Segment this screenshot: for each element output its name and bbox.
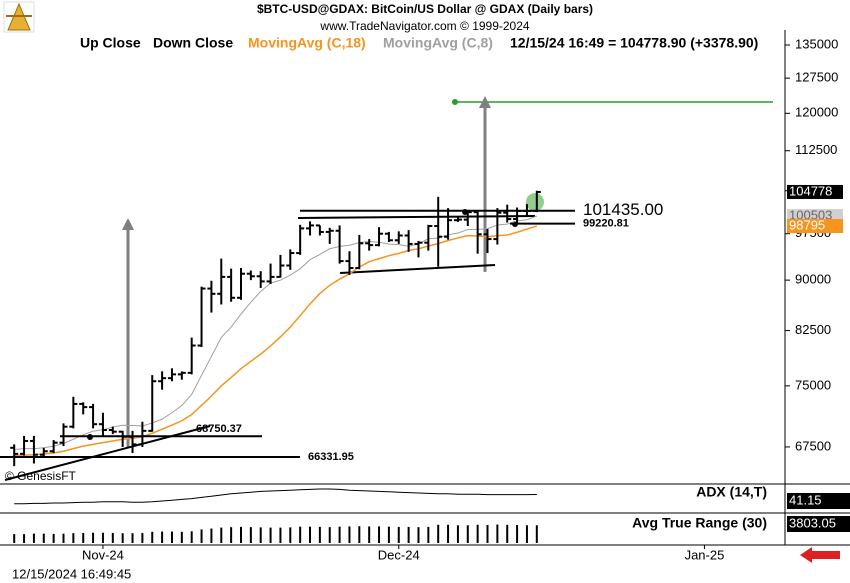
logo xyxy=(3,1,35,33)
level-label: 68750.37 xyxy=(196,423,242,435)
x-tick-label: Nov-24 xyxy=(82,547,124,562)
chart-subtitle: www.TradeNavigator.com © 1999-2024 xyxy=(319,19,529,33)
chart-title: $BTC-USD@GDAX: BitCoin/US Dollar @ GDAX … xyxy=(257,2,593,16)
value-marker-label: 98795 xyxy=(789,217,825,232)
status: 12/15/24 16:49 = 104778.90 (+3378.90) xyxy=(510,35,758,51)
level-label: 101435.00 xyxy=(583,200,663,219)
y-tick-label: 120000 xyxy=(795,105,838,120)
panel-value-bg xyxy=(787,493,850,509)
y-tick-label: 82500 xyxy=(795,322,831,337)
panel-value-bg xyxy=(787,516,850,532)
y-tick-label: 75000 xyxy=(795,377,831,392)
x-tick-label: Jan-25 xyxy=(685,547,725,562)
legend-down: Down Close xyxy=(153,35,233,51)
moving-average xyxy=(14,225,538,457)
y-tick-label: 135000 xyxy=(795,36,838,51)
level-label: 99220.81 xyxy=(583,217,629,229)
value-marker xyxy=(787,219,843,234)
panel-label: ADX (14,T) xyxy=(696,484,767,500)
legend-label: MovingAvg (C,8) xyxy=(383,35,493,51)
level-label: 66331.95 xyxy=(308,451,354,463)
moving-average xyxy=(14,215,537,451)
panel-value: 3803.05 xyxy=(789,515,836,530)
timestamp: 12/15/2024 16:49:45 xyxy=(12,566,131,581)
x-tick-label: Dec-24 xyxy=(378,547,420,562)
watermark: © GenesisFT xyxy=(5,469,77,483)
indicator-line xyxy=(14,488,537,505)
y-tick-label: 67500 xyxy=(795,438,831,453)
value-marker-label: 100503 xyxy=(789,208,832,223)
panel-value: 41.15 xyxy=(789,492,822,507)
value-marker-label: 104778 xyxy=(789,183,832,198)
legend-up: Up Close xyxy=(80,35,141,51)
legend-label: MovingAvg (C,18) xyxy=(248,35,366,51)
panel-label: Avg True Range (30) xyxy=(632,515,767,531)
value-marker xyxy=(787,184,843,199)
y-tick-label: 127500 xyxy=(795,70,838,85)
y-tick-label: 112500 xyxy=(795,142,837,157)
y-tick-label: 90000 xyxy=(795,272,831,287)
